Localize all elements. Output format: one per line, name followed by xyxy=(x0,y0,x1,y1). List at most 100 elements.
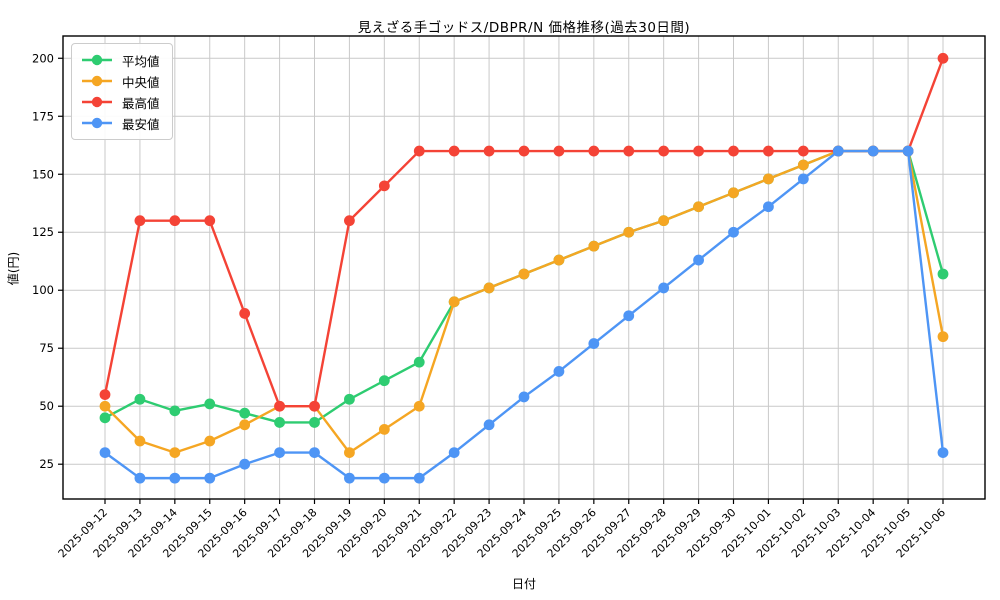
data-point-median xyxy=(448,296,460,308)
data-point-highest xyxy=(693,145,704,157)
x-axis-label: 日付 xyxy=(511,577,536,591)
data-point-lowest xyxy=(553,366,565,377)
data-point-highest xyxy=(728,145,739,157)
data-point-highest xyxy=(413,145,425,157)
data-point-highest xyxy=(483,145,495,157)
legend-label-lowest: 最安値 xyxy=(122,116,160,132)
data-point-median xyxy=(797,159,809,171)
legend-label-average: 平均値 xyxy=(122,53,160,69)
data-point-lowest xyxy=(797,173,809,185)
data-point-highest xyxy=(378,180,390,192)
data-point-average xyxy=(169,405,181,417)
data-point-average xyxy=(378,375,390,387)
data-point-lowest xyxy=(902,145,914,157)
data-point-highest xyxy=(448,145,460,157)
y-tick-label: 175 xyxy=(32,109,54,123)
data-point-median xyxy=(658,215,670,227)
legend-marker-average xyxy=(82,54,112,66)
data-point-median xyxy=(728,187,739,199)
data-point-highest xyxy=(937,52,949,64)
data-point-lowest xyxy=(309,447,320,459)
data-point-average xyxy=(937,268,949,280)
chart-title: 見えざる手ゴッドス/DBPR/N 価格推移(過去30日間) xyxy=(357,20,691,36)
legend: 平均値中央値最高値最安値 xyxy=(71,43,173,140)
data-point-lowest xyxy=(413,472,425,484)
data-point-lowest xyxy=(518,391,530,403)
legend-label-highest: 最高値 xyxy=(122,95,160,111)
legend-marker-lowest xyxy=(82,117,112,129)
y-tick-label: 100 xyxy=(32,283,54,297)
legend-item-average: 平均値 xyxy=(81,51,160,69)
data-point-lowest xyxy=(832,145,844,157)
y-tick-label: 50 xyxy=(39,399,54,413)
data-point-median xyxy=(588,240,600,252)
data-point-highest xyxy=(797,145,809,157)
data-point-highest xyxy=(239,308,251,319)
data-point-lowest xyxy=(239,458,251,470)
data-point-lowest xyxy=(867,145,879,157)
data-point-average xyxy=(239,407,251,419)
data-point-median xyxy=(483,282,495,294)
data-point-lowest xyxy=(169,472,181,484)
data-point-highest xyxy=(344,215,355,227)
data-point-average xyxy=(309,417,320,428)
data-point-median xyxy=(134,435,146,447)
data-point-lowest xyxy=(588,338,600,349)
data-point-lowest xyxy=(693,254,704,266)
data-point-highest xyxy=(204,215,216,227)
data-point-median xyxy=(763,173,774,185)
data-point-lowest xyxy=(763,201,774,213)
data-point-lowest xyxy=(204,472,216,484)
data-point-highest xyxy=(588,145,600,157)
data-point-median xyxy=(99,400,111,412)
data-point-median xyxy=(937,331,949,343)
data-point-average xyxy=(413,356,425,368)
data-point-median xyxy=(239,419,251,431)
data-point-median xyxy=(169,447,181,459)
data-point-median xyxy=(693,201,704,213)
data-point-highest xyxy=(658,145,670,157)
y-axis-label: 値(円) xyxy=(6,251,21,286)
data-point-highest xyxy=(623,145,635,157)
data-point-lowest xyxy=(658,282,670,294)
data-point-average xyxy=(204,398,216,410)
data-point-highest xyxy=(553,145,565,157)
y-tick-label: 25 xyxy=(39,457,54,471)
data-point-median xyxy=(413,400,425,412)
data-point-lowest xyxy=(483,419,495,431)
legend-label-median: 中央値 xyxy=(122,74,160,90)
data-point-highest xyxy=(134,215,146,227)
plot-border xyxy=(62,35,986,500)
legend-item-highest: 最高値 xyxy=(81,93,160,111)
data-point-median xyxy=(623,226,635,238)
data-point-lowest xyxy=(344,472,355,484)
data-point-median xyxy=(204,435,216,447)
data-point-highest xyxy=(518,145,530,157)
data-point-lowest xyxy=(937,447,949,459)
legend-item-lowest: 最安値 xyxy=(81,114,160,132)
data-point-lowest xyxy=(378,472,390,484)
y-tick-label: 200 xyxy=(32,51,54,65)
data-point-lowest xyxy=(623,310,635,322)
data-point-median xyxy=(518,268,530,280)
data-point-lowest xyxy=(99,447,111,459)
data-point-highest xyxy=(274,400,285,412)
y-tick-label: 150 xyxy=(32,167,54,181)
data-point-highest xyxy=(309,400,320,412)
data-point-highest xyxy=(99,389,111,401)
data-point-highest xyxy=(763,145,774,157)
data-point-average xyxy=(134,393,146,405)
data-point-lowest xyxy=(728,226,739,238)
data-point-lowest xyxy=(134,472,146,484)
legend-item-median: 中央値 xyxy=(81,72,160,90)
data-point-highest xyxy=(169,215,181,227)
data-point-lowest xyxy=(274,447,285,459)
legend-marker-highest xyxy=(82,96,112,108)
data-point-average xyxy=(274,417,285,428)
data-point-median xyxy=(553,254,565,266)
y-tick-label: 75 xyxy=(39,341,54,355)
data-point-median xyxy=(378,424,390,435)
data-point-median xyxy=(344,447,355,459)
